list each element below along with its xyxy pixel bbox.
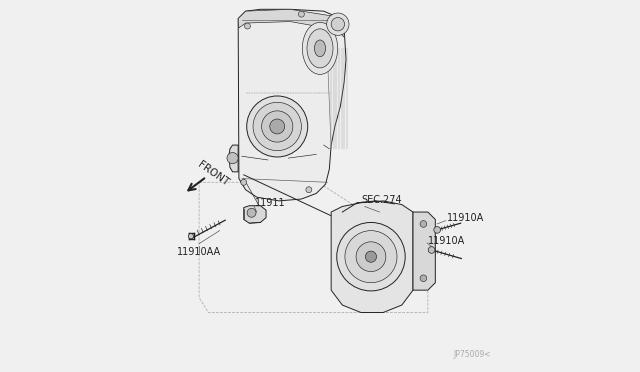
Text: 11910A: 11910A xyxy=(447,213,484,223)
Circle shape xyxy=(306,187,312,193)
Circle shape xyxy=(298,11,305,17)
Polygon shape xyxy=(331,201,413,312)
Polygon shape xyxy=(238,9,346,201)
Circle shape xyxy=(244,23,250,29)
Circle shape xyxy=(345,231,397,283)
Ellipse shape xyxy=(314,40,326,57)
Circle shape xyxy=(253,102,301,151)
Circle shape xyxy=(241,179,246,185)
Circle shape xyxy=(365,251,376,262)
Text: SEC.274: SEC.274 xyxy=(361,195,401,205)
Text: 11910A: 11910A xyxy=(428,235,465,246)
Circle shape xyxy=(246,96,308,157)
Polygon shape xyxy=(244,206,266,223)
Circle shape xyxy=(262,111,293,142)
Circle shape xyxy=(326,13,349,35)
Circle shape xyxy=(356,242,386,272)
Circle shape xyxy=(428,247,435,253)
Text: 11910AA: 11910AA xyxy=(177,247,221,257)
Polygon shape xyxy=(229,145,238,172)
Polygon shape xyxy=(413,212,435,290)
Ellipse shape xyxy=(302,22,338,74)
Circle shape xyxy=(188,234,193,239)
Circle shape xyxy=(227,153,238,164)
Circle shape xyxy=(247,208,256,217)
Text: 11911: 11911 xyxy=(255,198,285,208)
Circle shape xyxy=(420,275,427,282)
Circle shape xyxy=(337,222,405,291)
Text: JP75009<: JP75009< xyxy=(454,350,491,359)
Polygon shape xyxy=(238,9,344,37)
Circle shape xyxy=(331,17,344,31)
Circle shape xyxy=(420,221,427,227)
Ellipse shape xyxy=(307,29,333,68)
Circle shape xyxy=(434,227,440,233)
Text: FRONT: FRONT xyxy=(196,160,231,188)
Circle shape xyxy=(270,119,285,134)
